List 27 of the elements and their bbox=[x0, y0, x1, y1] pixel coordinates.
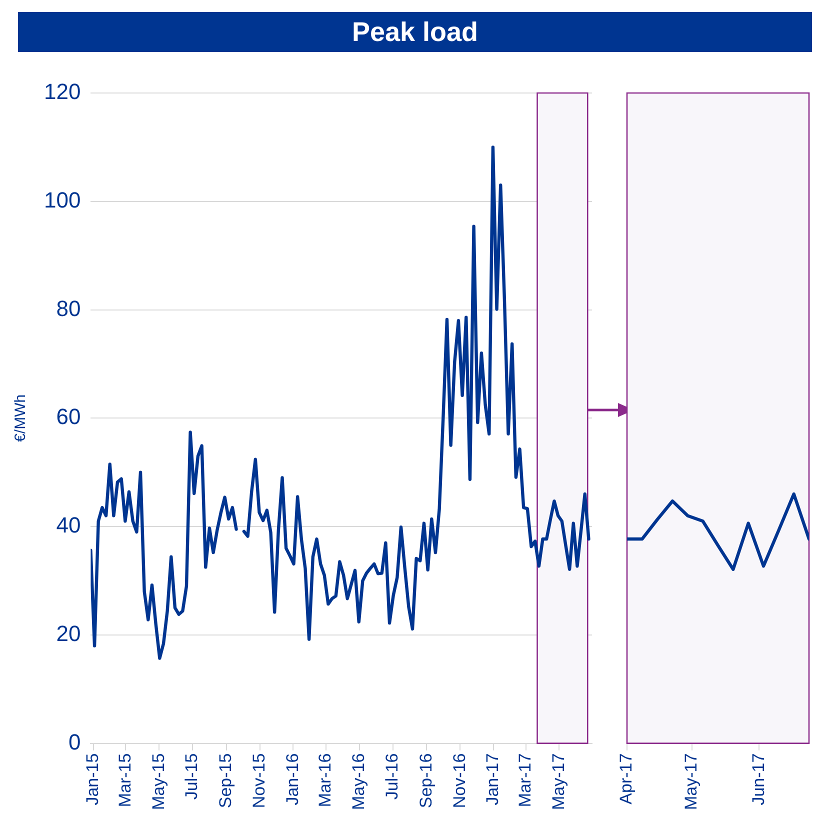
x-tick-label: Jun-17 bbox=[748, 753, 768, 806]
x-tick-label: Jan-15 bbox=[83, 753, 102, 806]
x-tick-label: Apr-17 bbox=[616, 753, 636, 804]
x-tick-label: Jan-17 bbox=[483, 753, 502, 806]
x-tick-label: May-15 bbox=[148, 753, 168, 810]
x-tick-label: May-17 bbox=[682, 753, 701, 810]
y-tick-label: 0 bbox=[68, 729, 81, 754]
x-tick-label: Jul-15 bbox=[182, 753, 202, 800]
x-tick-label: Jul-16 bbox=[382, 753, 402, 800]
y-tick-label: 80 bbox=[56, 296, 81, 321]
x-tick-label: Nov-15 bbox=[250, 753, 268, 808]
y-axis-title: €/MWh bbox=[12, 394, 30, 442]
x-tick-label: Mar-15 bbox=[115, 753, 134, 808]
y-tick-label: 100 bbox=[44, 187, 81, 212]
y-tick-label: 120 bbox=[44, 79, 81, 104]
chart-title: Peak load bbox=[18, 12, 812, 52]
x-tick-label: Jan-16 bbox=[282, 753, 302, 806]
x-tick-label: Sep-15 bbox=[216, 753, 236, 808]
x-tick-label: Mar-16 bbox=[316, 753, 335, 808]
y-tick-label: 60 bbox=[56, 404, 81, 430]
x-tick-label: May-16 bbox=[349, 753, 368, 810]
y-tick-label: 20 bbox=[56, 620, 81, 646]
x-tick-label: May-17 bbox=[548, 753, 568, 810]
y-tick-label: 40 bbox=[56, 512, 81, 538]
x-tick-label: Mar-17 bbox=[515, 753, 534, 808]
x-tick-label: Sep-16 bbox=[416, 753, 436, 808]
x-tick-label: Nov-16 bbox=[450, 753, 469, 808]
